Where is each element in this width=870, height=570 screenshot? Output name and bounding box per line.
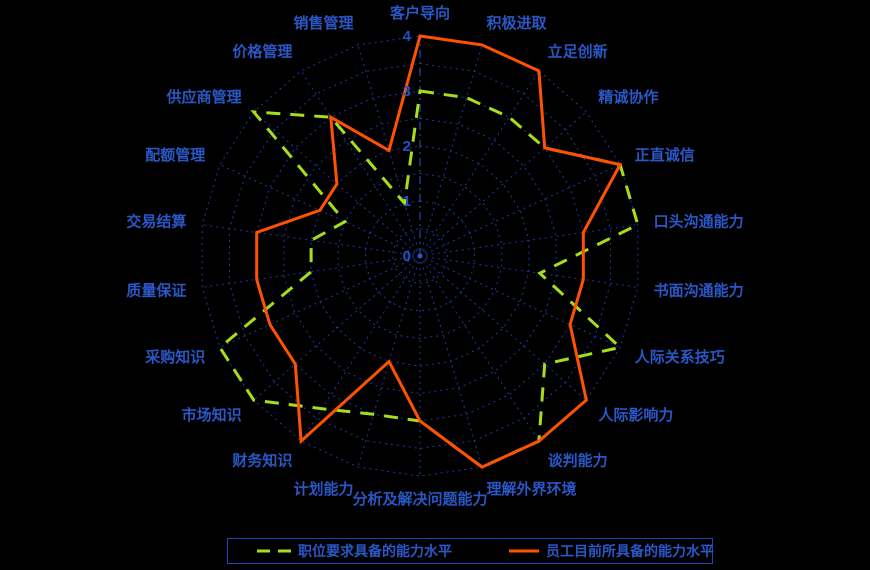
legend-label-current: 员工目前所具备的能力水平 bbox=[546, 543, 714, 559]
legend: 职位要求具备的能力水平 员工目前所具备的能力水平 bbox=[227, 538, 714, 564]
axis-spoke-5 bbox=[419, 224, 638, 257]
axis-spoke-7 bbox=[419, 255, 621, 348]
axis-label-8: 人际影响力 bbox=[598, 406, 673, 424]
axis-label-1: 积极进取 bbox=[487, 14, 548, 32]
axis-label-19: 供应商管理 bbox=[166, 88, 242, 106]
tick-label-1: 1 bbox=[403, 193, 411, 210]
axis-label-9: 谈判能力 bbox=[548, 451, 608, 469]
axis-label-0: 客户导向 bbox=[389, 4, 450, 22]
grid-ring-4 bbox=[201, 35, 639, 477]
axis-label-7: 人际关系技巧 bbox=[635, 348, 725, 366]
axis-spoke-14 bbox=[253, 255, 421, 401]
legend-item-current: 员工目前所具备的能力水平 bbox=[508, 541, 714, 561]
tick-label-2: 2 bbox=[403, 138, 411, 155]
grid-ring-2 bbox=[310, 145, 530, 367]
axis-label-3: 精诚协作 bbox=[598, 88, 658, 106]
axis-label-17: 交易结算 bbox=[126, 212, 186, 230]
axis-spoke-4 bbox=[419, 164, 621, 257]
axis-spoke-10 bbox=[419, 255, 483, 468]
axis-label-2: 立足创新 bbox=[548, 43, 608, 61]
axis-spoke-13 bbox=[300, 255, 421, 442]
axis-spoke-1 bbox=[419, 44, 483, 257]
axis-spoke-12 bbox=[357, 255, 421, 468]
axis-label-13: 财务知识 bbox=[232, 451, 292, 469]
axis-label-10: 理解外界环境 bbox=[487, 480, 577, 498]
axis-label-12: 计划能力 bbox=[293, 480, 353, 498]
axis-spoke-2 bbox=[419, 70, 540, 257]
axis-label-21: 销售管理 bbox=[293, 14, 353, 32]
axis-spoke-20 bbox=[300, 70, 421, 257]
legend-item-required: 职位要求具备的能力水平 bbox=[256, 541, 452, 561]
center-dot bbox=[417, 253, 423, 259]
axis-spoke-19 bbox=[253, 111, 421, 257]
axis-label-4: 正直诚信 bbox=[635, 146, 695, 164]
axis-label-16: 质量保证 bbox=[126, 282, 186, 300]
axis-spoke-9 bbox=[419, 255, 540, 442]
axis-label-18: 配额管理 bbox=[145, 146, 205, 164]
axis-spoke-3 bbox=[419, 111, 587, 257]
axis-label-11: 分析及解决问题能力 bbox=[352, 490, 487, 508]
tick-label-4: 4 bbox=[403, 28, 412, 45]
axis-label-20: 价格管理 bbox=[232, 43, 292, 61]
axis-spoke-6 bbox=[419, 255, 638, 288]
series-line-1 bbox=[255, 34, 623, 469]
tick-label-3: 3 bbox=[403, 83, 411, 100]
axis-label-5: 口头沟通能力 bbox=[654, 212, 744, 230]
axis-spoke-21 bbox=[357, 44, 421, 257]
orange-solid-line-sample-icon bbox=[509, 549, 539, 553]
axis-spoke-16 bbox=[202, 255, 421, 288]
axis-label-6: 书面沟通能力 bbox=[654, 282, 744, 300]
tick-label-0: 0 bbox=[403, 248, 411, 265]
green-dashed-line-sample-icon bbox=[257, 549, 291, 553]
legend-label-required: 职位要求具备的能力水平 bbox=[298, 543, 452, 559]
grid-ring-1.5 bbox=[337, 172, 503, 340]
axis-label-15: 采购知识 bbox=[144, 348, 205, 366]
axis-label-14: 市场知识 bbox=[182, 406, 242, 424]
axis-spoke-8 bbox=[419, 255, 587, 401]
axis-spoke-15 bbox=[219, 255, 421, 348]
axis-spoke-17 bbox=[202, 224, 421, 257]
